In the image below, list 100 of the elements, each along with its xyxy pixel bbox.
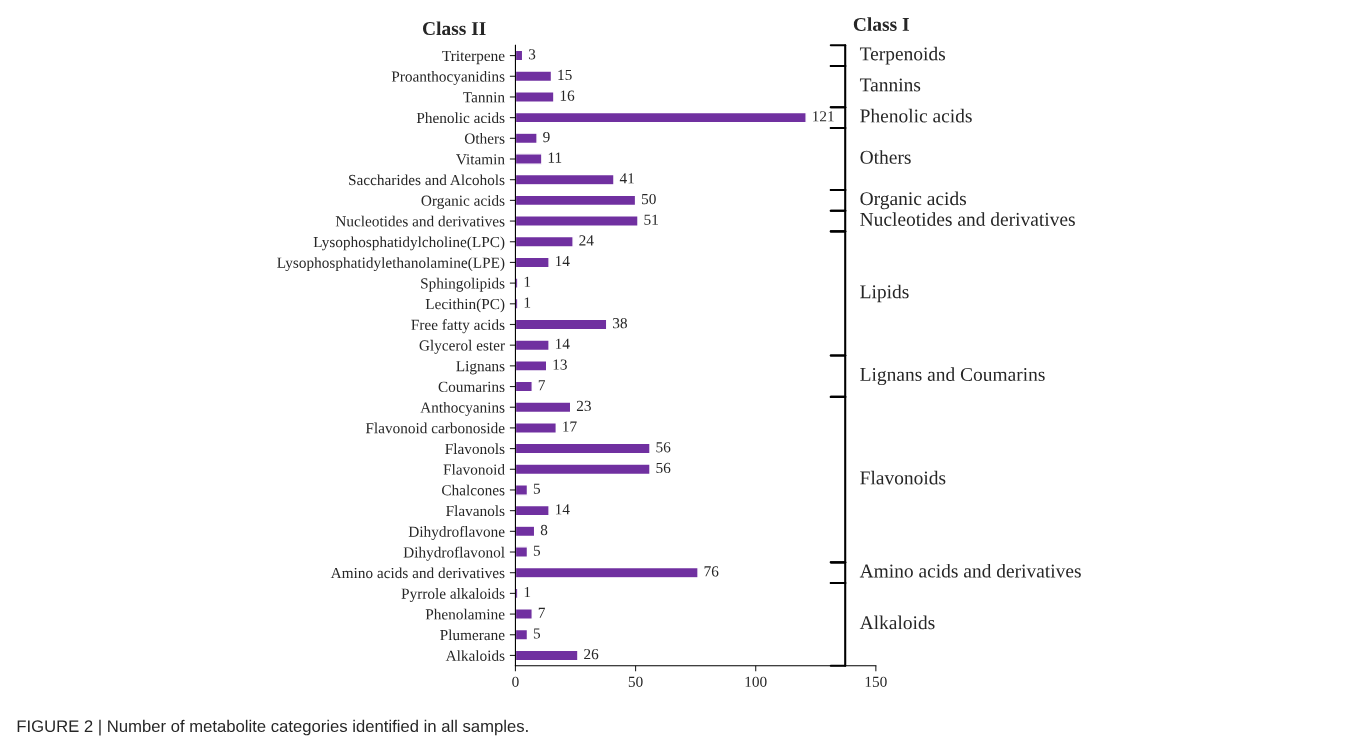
annotation: Phenolic acids (860, 108, 972, 123)
annotation: Tannins (859, 78, 921, 92)
y-tick-label: Flavanols (446, 505, 505, 517)
y-tick-label: Lecithin(PC) (425, 298, 505, 313)
annotation: Terpenoids (859, 46, 946, 65)
data-label: 1 (524, 297, 531, 308)
annotation: Organic acids (860, 191, 967, 210)
y-tick-label: Sphingolipids (421, 277, 505, 292)
y-tick-label: Flavonoid carbonoside (365, 422, 505, 434)
y-tick-label: Dihydroflavone (408, 525, 505, 541)
bar (515, 277, 519, 289)
data-label: 41 (619, 173, 634, 184)
data-label: 11 (548, 152, 562, 163)
y-tick-label: Vitamin (456, 154, 505, 165)
caption: FIGURE 2 | Number of metabolite categories identified in all samples. (17, 719, 528, 736)
y-tick-label: Alkaloids (445, 650, 505, 661)
y-tick-label: Dihydroflavonol (403, 546, 505, 561)
data-label: 17 (563, 421, 577, 432)
x-tick-label: 50 (628, 676, 643, 687)
data-label: 5 (533, 483, 541, 494)
data-label: 5 (533, 545, 541, 556)
data-label: 76 (704, 566, 719, 577)
y-tick-label: Plumerane (440, 629, 505, 641)
data-label: 121 (813, 111, 834, 122)
x-tick-label: 100 (745, 676, 767, 687)
bar (515, 359, 548, 372)
bar (515, 132, 538, 145)
bar (515, 504, 550, 517)
data-label: 5 (533, 628, 541, 639)
bar (515, 587, 519, 600)
y-tick-label: Phenolamine (425, 608, 505, 620)
data-label: 16 (560, 90, 575, 101)
y-tick-label: Tannin (463, 92, 505, 103)
y-tick-label: Triterpene (442, 50, 505, 65)
annotation: Flavonoids (860, 470, 946, 485)
bar (515, 215, 639, 227)
y-tick-label: Flavonoid (443, 463, 505, 475)
annotation: Others (860, 150, 911, 164)
bar (515, 566, 699, 579)
bar (515, 91, 555, 103)
data-label: 1 (524, 586, 531, 598)
data-label: 7 (538, 380, 546, 391)
y-tick-label: Nucleotides and derivatives (335, 215, 505, 227)
annotation: Alkaloids (859, 615, 935, 630)
data-label: 15 (558, 69, 572, 81)
bar (515, 173, 615, 186)
x-tick-label: 0 (512, 676, 519, 687)
bar (515, 649, 579, 662)
y-tick-label: Proanthocyanidins (391, 70, 505, 85)
bar (515, 111, 807, 124)
bar (515, 153, 543, 165)
y2-axis-title: Class I (853, 17, 909, 31)
data-label: 24 (579, 235, 594, 246)
y-tick-label: Pyrrole alkaloids (401, 588, 505, 602)
bar (515, 235, 574, 248)
annotation: Lignans and Coumarins (860, 367, 1045, 386)
data-label: 26 (584, 649, 599, 660)
bar (515, 628, 529, 641)
data-label: 7 (538, 607, 546, 618)
data-label: 38 (613, 318, 627, 329)
bar (515, 463, 651, 476)
data-label: 56 (656, 442, 671, 453)
x-tick-label: 150 (865, 676, 887, 687)
y-tick-label: Organic acids (421, 195, 505, 209)
annotation: Lipids (860, 284, 909, 303)
data-label: 1 (524, 276, 531, 287)
bar (515, 256, 550, 269)
data-label: 9 (543, 131, 550, 143)
y-tick-label: Saccharides and Alcohols (349, 174, 505, 186)
bar (515, 339, 550, 352)
y-tick-label: Lignans (456, 361, 505, 375)
bar (515, 422, 557, 434)
bar (515, 546, 529, 558)
data-label: 56 (656, 462, 671, 474)
bar (515, 194, 637, 207)
bar (515, 380, 533, 393)
bar (515, 318, 608, 331)
y-tick-label: Flavonols (445, 443, 505, 455)
y-tick-label: Lysophosphatidylethanolamine(LPE) (277, 257, 505, 272)
y-axis-title: Class II (422, 21, 486, 36)
data-label: 14 (555, 256, 570, 267)
bar (515, 484, 529, 496)
y-tick-label: Others (464, 133, 505, 144)
y-tick-label: Chalcones (442, 484, 505, 496)
data-label: 14 (555, 504, 570, 515)
data-label: 3 (528, 49, 536, 60)
data-label: 8 (540, 524, 548, 536)
bar (515, 401, 572, 414)
y-tick-label: Phenolic acids (416, 112, 505, 124)
data-label: 50 (642, 193, 656, 205)
data-label: 51 (644, 214, 658, 225)
y-tick-label: Lysophosphatidylcholine(LPC) (313, 236, 505, 251)
annotation: Amino acids and derivatives (859, 563, 1081, 578)
y-tick-label: Glycerol ester (419, 339, 505, 354)
data-label: 23 (576, 400, 591, 412)
bar (515, 525, 536, 538)
data-label: 13 (553, 359, 567, 370)
y-tick-label: Amino acids and derivatives (330, 567, 505, 579)
y-tick-label: Free fatty acids (411, 319, 505, 334)
y-tick-label: Coumarins (438, 381, 505, 392)
